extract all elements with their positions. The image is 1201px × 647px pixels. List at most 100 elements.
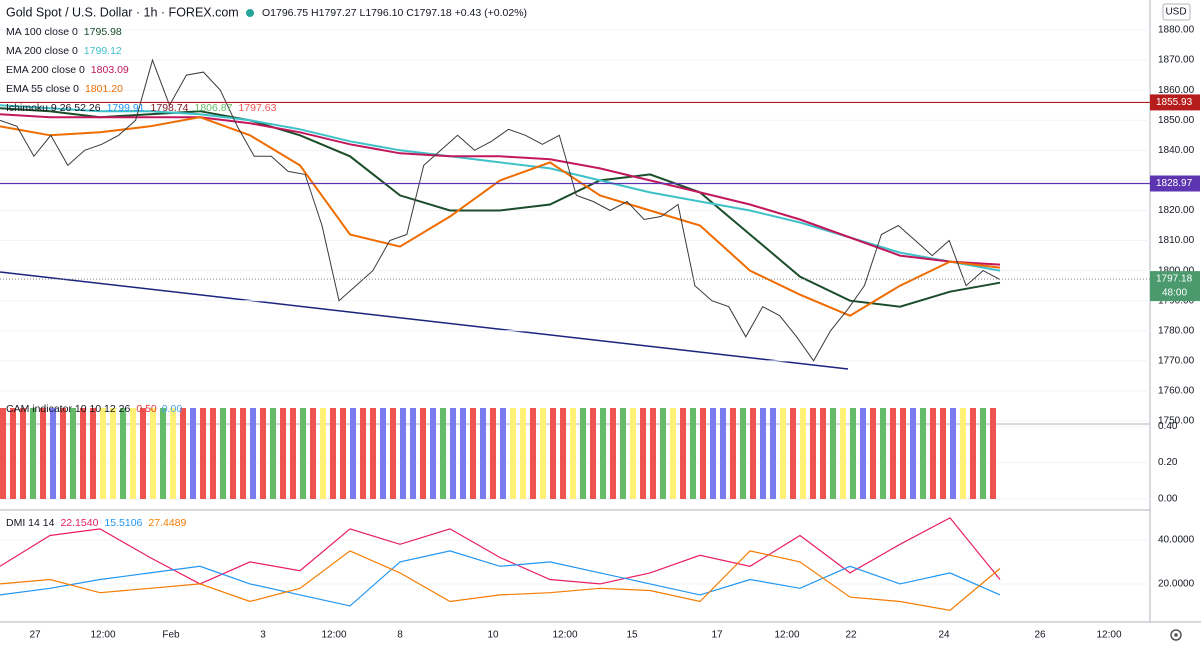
cam-bar: [810, 408, 816, 499]
y-tick-label: 0.40: [1158, 421, 1178, 432]
cam-bar: [500, 408, 506, 499]
level-label: 1855.93: [1156, 97, 1193, 108]
cam-bar: [770, 408, 776, 499]
x-tick-label: 24: [938, 630, 950, 641]
currency-box[interactable]: [1162, 3, 1191, 21]
cam-bar: [390, 408, 396, 499]
cam-bar: [940, 408, 946, 499]
cam-bar: [850, 408, 856, 499]
x-tick-label: 8: [397, 630, 403, 641]
y-tick-label: 1800.00: [1158, 265, 1195, 276]
indicator-value: 1797.63: [238, 102, 276, 114]
cam-bar: [30, 408, 36, 499]
cam-bar: [240, 408, 246, 499]
cam-bar: [490, 408, 496, 499]
cam-bar: [170, 408, 176, 499]
cam-bar: [950, 408, 956, 499]
x-tick-label: 17: [711, 630, 723, 641]
cam-bar: [40, 408, 46, 499]
indicator-name: MA 100 close 0: [6, 26, 78, 38]
cam-bar: [210, 408, 216, 499]
x-tick-label: 12:00: [90, 630, 115, 641]
cam-bar: [10, 408, 16, 499]
cam-bar: [350, 408, 356, 499]
cam-bar: [610, 408, 616, 499]
cam-bar: [530, 408, 536, 499]
cam-bar: [480, 408, 486, 499]
cam-bar: [740, 408, 746, 499]
cam-bar: [830, 408, 836, 499]
indicator-value: 1799.91: [107, 102, 145, 114]
cam-bar: [180, 408, 186, 499]
cam-bar: [450, 408, 456, 499]
cam-bar: [250, 408, 256, 499]
cam-bar: [870, 408, 876, 499]
y-tick-label: 1880.00: [1158, 25, 1195, 36]
cam-bar: [640, 408, 646, 499]
indicator-value: 1803.09: [91, 64, 129, 76]
cam-bar: [680, 408, 686, 499]
y-tick-label: 1860.00: [1158, 85, 1195, 96]
y-tick-label: 1760.00: [1158, 386, 1195, 397]
price-line: [0, 58, 1001, 362]
y-tick-label: 1810.00: [1158, 235, 1195, 246]
cam-bar: [50, 408, 56, 499]
x-tick-label: Feb: [162, 630, 180, 641]
countdown: 48:00: [1162, 288, 1187, 299]
cam-bar: [890, 408, 896, 499]
cam-bar: [560, 408, 566, 499]
cam-bar: [20, 408, 26, 499]
y-tick-label: 0.00: [1158, 494, 1178, 505]
x-tick-label: 22: [845, 630, 857, 641]
y-tick-label: 1870.00: [1158, 55, 1195, 66]
cam-bar: [730, 408, 736, 499]
cam-bar: [280, 408, 286, 499]
cam-bar: [580, 408, 586, 499]
y-tick-label: 1840.00: [1158, 145, 1195, 156]
x-tick-label: 15: [626, 630, 638, 641]
cam-bar: [380, 408, 386, 499]
cam-bar: [910, 408, 916, 499]
cam-bar: [340, 408, 346, 499]
cam-bar: [900, 408, 906, 499]
x-tick-label: 3: [260, 630, 266, 641]
x-tick-label: 12:00: [552, 630, 577, 641]
indicator-value: 15.5106: [104, 517, 142, 529]
y-tick-label: 40.0000: [1158, 535, 1195, 546]
cam-bar: [460, 408, 466, 499]
indicator-value: 1798.74: [151, 102, 189, 114]
cam-bar: [90, 408, 96, 499]
currency: USD: [1165, 7, 1186, 18]
cam-bar: [360, 408, 366, 499]
level-tag: [1150, 175, 1200, 192]
y-tick-label: 0.20: [1158, 457, 1178, 468]
cam-bar: [970, 408, 976, 499]
dmi-line: [0, 550, 1001, 611]
cam-bar: [840, 408, 846, 499]
cam-bar: [960, 408, 966, 499]
cam-bar: [100, 408, 106, 499]
cam-bar: [760, 408, 766, 499]
cam-bar: [230, 408, 236, 499]
level-label: 1828.97: [1156, 178, 1193, 189]
indicator-name: Ichimoku 9 26 52 26: [6, 102, 101, 114]
y-tick-label: 1850.00: [1158, 115, 1195, 126]
cam-bar: [130, 408, 136, 499]
indicator-value: 22.1540: [60, 517, 98, 529]
cam-bar: [270, 408, 276, 499]
last-price-tag: [1150, 271, 1200, 302]
indicator-name: EMA 200 close 0: [6, 64, 85, 76]
cam-bar: [320, 408, 326, 499]
cam-bar: [860, 408, 866, 499]
gear-icon[interactable]: [1170, 629, 1182, 641]
cam-bar: [80, 408, 86, 499]
cam-bar: [200, 408, 206, 499]
x-tick-label: 10: [487, 630, 499, 641]
cam-bar: [220, 408, 226, 499]
indicator-name: CAM indicator 10 10 12 26: [6, 403, 130, 415]
cam-bar: [670, 408, 676, 499]
x-tick-label: 12:00: [1096, 630, 1121, 641]
cam-bar: [780, 408, 786, 499]
cam-bar: [630, 408, 636, 499]
